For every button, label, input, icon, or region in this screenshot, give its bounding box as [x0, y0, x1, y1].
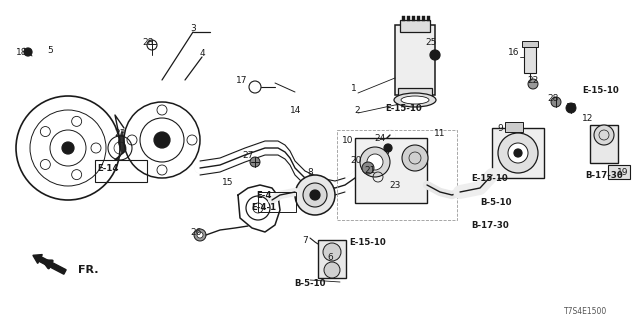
Text: 27: 27 [243, 150, 253, 159]
Circle shape [367, 154, 383, 170]
Bar [524, 45, 536, 73]
Circle shape [498, 133, 538, 173]
Circle shape [402, 145, 428, 171]
Text: T7S4E1500: T7S4E1500 [564, 308, 607, 316]
Text: E-15-10: E-15-10 [386, 103, 422, 113]
Bar [318, 240, 346, 278]
Bar [492, 128, 544, 178]
Bar [400, 20, 430, 32]
Text: 26: 26 [190, 228, 202, 236]
Circle shape [250, 157, 260, 167]
Circle shape [197, 232, 203, 238]
Circle shape [295, 175, 335, 215]
Circle shape [551, 97, 561, 107]
Text: E-15-10: E-15-10 [349, 237, 387, 246]
Text: 21: 21 [364, 165, 376, 174]
FancyArrow shape [33, 255, 66, 274]
Text: 9: 9 [497, 124, 503, 132]
Circle shape [384, 144, 392, 152]
Circle shape [323, 243, 341, 261]
Text: 7: 7 [302, 236, 308, 244]
Text: B-17-30: B-17-30 [471, 220, 509, 229]
Bar [427, 16, 430, 21]
Text: 10: 10 [342, 135, 354, 145]
Text: 5: 5 [47, 45, 53, 54]
Bar [608, 165, 630, 179]
Bar [590, 125, 618, 163]
Text: 1: 1 [351, 84, 357, 92]
Circle shape [24, 48, 32, 56]
Text: 20: 20 [350, 156, 362, 164]
Text: 28: 28 [142, 37, 154, 46]
Circle shape [508, 143, 528, 163]
Circle shape [360, 147, 390, 177]
Ellipse shape [394, 93, 436, 107]
Text: 24: 24 [374, 133, 386, 142]
Circle shape [362, 162, 374, 174]
Text: 22: 22 [527, 76, 539, 84]
Text: 13: 13 [566, 102, 578, 111]
Circle shape [303, 183, 327, 207]
Text: E-4: E-4 [256, 190, 272, 199]
Text: E-4-1: E-4-1 [252, 203, 276, 212]
Text: 28: 28 [547, 93, 559, 102]
Circle shape [514, 149, 522, 157]
Text: 11: 11 [435, 129, 445, 138]
Text: E-14: E-14 [97, 164, 119, 172]
Text: 23: 23 [389, 180, 401, 189]
Bar [258, 192, 296, 212]
Text: 8: 8 [307, 167, 313, 177]
Text: B-5-10: B-5-10 [480, 197, 512, 206]
Text: 12: 12 [582, 114, 594, 123]
Circle shape [62, 142, 74, 154]
Bar [402, 16, 405, 21]
Text: 3: 3 [190, 23, 196, 33]
Text: E-15-10: E-15-10 [472, 173, 508, 182]
Text: 16: 16 [508, 47, 520, 57]
Text: 19: 19 [617, 167, 628, 177]
Bar [412, 16, 415, 21]
Text: 2: 2 [354, 106, 360, 115]
Bar [522, 41, 538, 47]
Circle shape [430, 50, 440, 60]
Circle shape [310, 190, 320, 200]
Bar [505, 122, 523, 132]
Bar [407, 16, 410, 21]
Text: 17: 17 [236, 76, 248, 84]
Text: B-5-10: B-5-10 [294, 279, 326, 289]
Circle shape [594, 125, 614, 145]
Text: 15: 15 [222, 178, 234, 187]
Circle shape [528, 79, 538, 89]
Bar [95, 160, 147, 182]
Text: E-15-10: E-15-10 [582, 85, 620, 94]
Text: 18: 18 [16, 47, 28, 57]
Text: 25: 25 [426, 37, 436, 46]
Bar [422, 16, 425, 21]
Bar [417, 16, 420, 21]
Bar [398, 88, 432, 98]
Text: 14: 14 [291, 106, 301, 115]
Bar [355, 138, 427, 203]
Text: B-17-30: B-17-30 [585, 171, 623, 180]
Text: FR.: FR. [77, 265, 99, 275]
Text: 23: 23 [115, 129, 125, 138]
Circle shape [194, 229, 206, 241]
Circle shape [566, 103, 576, 113]
Text: 4: 4 [199, 49, 205, 58]
Bar [395, 25, 435, 95]
Text: 6: 6 [327, 253, 333, 262]
Ellipse shape [401, 96, 429, 104]
Bar [337, 130, 457, 220]
Circle shape [324, 262, 340, 278]
Circle shape [154, 132, 170, 148]
